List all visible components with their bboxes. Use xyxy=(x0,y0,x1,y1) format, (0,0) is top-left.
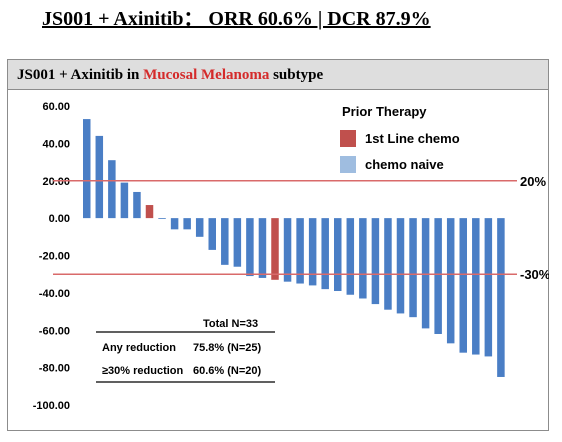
bar-naive xyxy=(384,218,392,310)
legend-label-naive: chemo naive xyxy=(365,157,444,172)
bar-naive xyxy=(170,218,179,230)
bar-naive xyxy=(221,218,229,265)
bar-naive xyxy=(258,218,267,278)
y-tick-label: -20.00 xyxy=(39,251,70,263)
legend-label-chemo: 1st Line chemo xyxy=(365,131,460,146)
chart-panel: JS001 + Axinitib in Mucosal Melanoma sub… xyxy=(7,59,549,431)
legend-title: Prior Therapy xyxy=(342,104,427,119)
bar-naive xyxy=(120,182,129,219)
y-tick-label: -40.00 xyxy=(39,288,70,300)
bar-naive xyxy=(308,218,317,286)
bar-naive xyxy=(334,218,342,292)
bar-naive xyxy=(396,218,405,314)
bar-naive xyxy=(133,191,141,219)
y-tick-label: 40.00 xyxy=(42,138,70,150)
bar-naive xyxy=(233,218,242,267)
bar-naive xyxy=(296,218,304,284)
bar-naive xyxy=(446,218,455,344)
bar-naive xyxy=(497,218,505,377)
chart-panel-header: JS001 + Axinitib in Mucosal Melanoma sub… xyxy=(8,60,548,90)
legend-swatch-chemo xyxy=(340,130,356,147)
bar-naive xyxy=(183,218,191,230)
bar-naive xyxy=(108,160,116,219)
page-title: JS001 + Axinitib： ORR 60.6% | DCR 87.9% xyxy=(42,8,431,30)
bar-naive xyxy=(83,119,91,219)
header-prefix: JS001 + Axinitib in xyxy=(17,67,144,83)
bar-chemo xyxy=(145,205,154,219)
summary-row-label: ≥30% reduction xyxy=(102,365,184,377)
y-tick-label: 0.00 xyxy=(49,213,70,225)
summary-row-label: Any reduction xyxy=(102,342,176,354)
bar-naive xyxy=(472,218,480,355)
y-axis: 60.00 40.00 20.00 0.00 -20.00 -40.00 -60.00 -80… xyxy=(33,101,70,412)
bar-naive xyxy=(409,218,417,318)
bar-naive xyxy=(459,218,467,353)
y-tick-label: 20.00 xyxy=(42,176,70,188)
summary-table: Total N=33 Any reduction 75.8% (N=25) ≥30% … xyxy=(96,318,275,383)
bar-naive xyxy=(346,218,355,295)
bar-naive xyxy=(246,218,254,277)
y-tick-label: -60.00 xyxy=(39,325,70,337)
legend-swatch-naive xyxy=(340,156,356,173)
header-highlight: Mucosal Melanoma xyxy=(143,67,270,83)
bars-group xyxy=(83,119,505,377)
bar-naive xyxy=(371,218,380,305)
bar-naive xyxy=(208,218,216,250)
bar-naive xyxy=(321,218,329,290)
reference-lines: 20% -30% xyxy=(53,174,549,282)
y-tick-label: -100.00 xyxy=(33,400,70,412)
summary-row-value: 75.8% (N=25) xyxy=(193,342,262,354)
header-suffix: subtype xyxy=(269,67,324,83)
bar-naive xyxy=(195,218,204,237)
bar-chemo xyxy=(271,218,279,280)
reference-line-label: -30% xyxy=(520,267,549,282)
y-tick-label: -80.00 xyxy=(39,363,70,375)
bar-naive xyxy=(95,135,104,219)
waterfall-chart: 60.00 40.00 20.00 0.00 -20.00 -40.00 -60.00 -80… xyxy=(33,101,549,412)
bar-naive xyxy=(421,218,430,329)
bar-naive xyxy=(283,218,292,282)
bar-naive xyxy=(359,218,367,299)
legend: Prior Therapy 1st Line chemo chemo naive xyxy=(340,104,460,173)
y-tick-label: 60.00 xyxy=(42,101,70,113)
reference-line-label: 20% xyxy=(520,174,546,189)
summary-row-value: 60.6% (N=20) xyxy=(193,365,262,377)
bar-naive xyxy=(158,218,166,219)
bar-naive xyxy=(484,218,493,357)
bar-naive xyxy=(434,218,442,334)
summary-header: Total N=33 xyxy=(203,318,258,330)
